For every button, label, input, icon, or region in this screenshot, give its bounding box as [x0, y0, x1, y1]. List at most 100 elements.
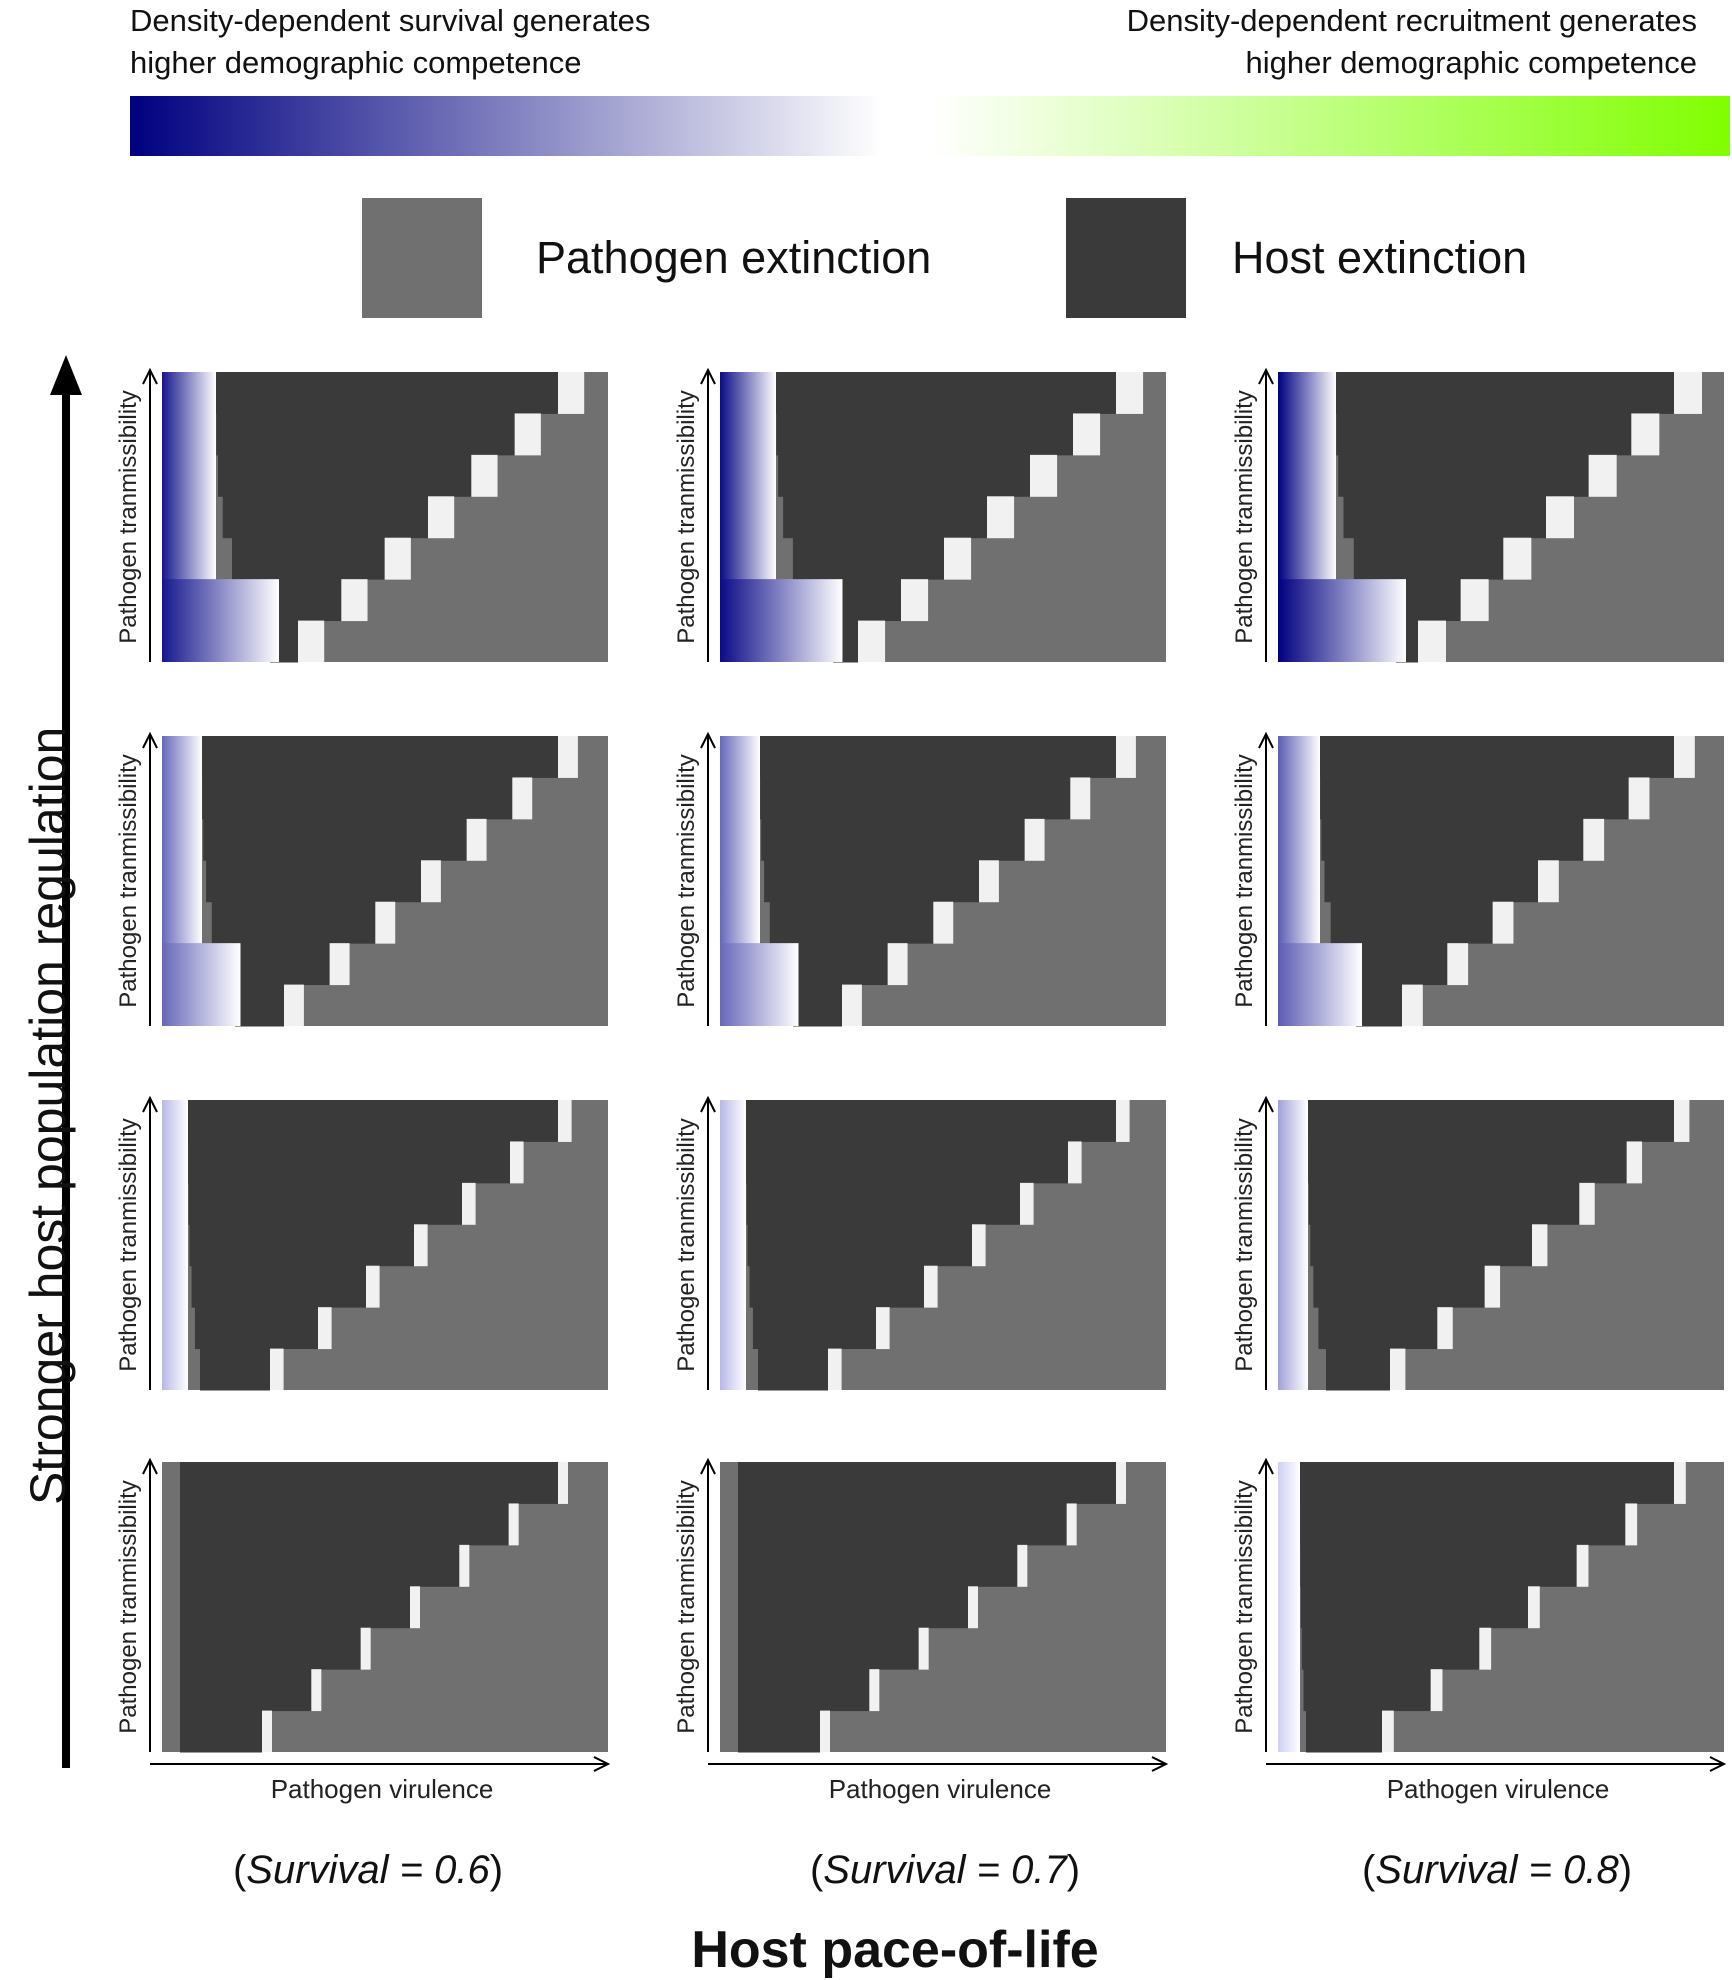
y-axis-arrowhead	[142, 1095, 158, 1113]
transition-cell	[828, 1348, 842, 1391]
transition-cell	[1024, 818, 1045, 861]
transition-cell	[1382, 1710, 1394, 1753]
legend-label-host-extinction: Host extinction	[1232, 232, 1528, 283]
host-extinction-cell	[180, 1503, 509, 1546]
transition-cell	[558, 736, 578, 778]
panel-r1-c2: Pathogen tranmissibility	[1231, 731, 1724, 1027]
host-extinction-cell	[760, 736, 1116, 778]
transition-cell	[558, 1462, 568, 1504]
panel-r3-c2: Pathogen tranmissibility Pathogen virulen…	[1231, 1457, 1727, 1804]
host-extinction-cell	[1308, 1182, 1580, 1225]
panel-r3-c1: Pathogen tranmissibility Pathogen virulen…	[673, 1457, 1169, 1804]
panel-y-label: Pathogen tranmissibility	[673, 390, 700, 643]
host-extinction-cell	[216, 413, 515, 456]
transition-cell	[842, 984, 862, 1027]
transition-cell	[1116, 1462, 1126, 1504]
colorbar-left-caption: Density-dependent survival generates hig…	[130, 0, 650, 84]
transition-cell	[1626, 1141, 1643, 1184]
host-extinction-cell	[746, 1141, 1068, 1184]
transition-cell	[1437, 1307, 1453, 1350]
transition-cell	[414, 1224, 428, 1267]
colorbar-right-line2: higher demographic competence	[1245, 45, 1698, 80]
host-extinction-cell	[200, 1348, 270, 1391]
transition-cell	[1116, 372, 1144, 414]
host-extinction-cell	[769, 901, 934, 944]
host-extinction-cell	[738, 1669, 870, 1712]
competence-band-bottom	[720, 579, 843, 662]
transition-cell	[1528, 1586, 1540, 1629]
transition-cell	[384, 537, 411, 580]
host-extinction-cell	[738, 1627, 919, 1670]
transition-cell	[459, 1544, 470, 1587]
panel-x-label: Pathogen virulence	[829, 1774, 1052, 1804]
legend-swatch-host-extinction	[1066, 198, 1186, 318]
transition-cell	[428, 496, 455, 539]
transition-cell	[1576, 1544, 1589, 1587]
transition-cell	[1479, 1627, 1492, 1670]
transition-cell	[1418, 620, 1446, 663]
x-axis-title: Host pace-of-life	[691, 1921, 1099, 1979]
transition-cell	[262, 1710, 272, 1753]
legend-label-pathogen-extinction: Pathogen extinction	[536, 232, 932, 283]
transition-cell	[1625, 1503, 1638, 1546]
panel-y-label: Pathogen tranmissibility	[115, 390, 142, 643]
transition-cell	[1484, 1265, 1501, 1308]
transition-cell	[1390, 1348, 1406, 1391]
transition-cell	[1430, 1669, 1443, 1712]
transition-cell	[462, 1182, 476, 1225]
transition-cell	[366, 1265, 380, 1308]
colorbar-right-caption: Density-dependent recruitment generates …	[1127, 0, 1697, 84]
host-extinction-cell	[1300, 1462, 1674, 1504]
y-axis-arrowhead	[1258, 731, 1274, 749]
transition-cell	[558, 1100, 572, 1142]
y-axis-arrowhead	[142, 1457, 158, 1475]
host-extinction-cell	[1336, 372, 1674, 414]
transition-cell	[869, 1669, 880, 1712]
host-extinction-cell	[776, 413, 1073, 456]
host-extinction-cell	[188, 1182, 462, 1225]
host-extinction-cell	[738, 1586, 968, 1629]
host-extinction-cell	[1326, 1348, 1390, 1391]
panel-y-label: Pathogen tranmissibility	[1231, 1118, 1258, 1371]
transition-cell	[514, 413, 541, 456]
host-extinction-cell	[188, 1100, 558, 1142]
panel-r1-c0: Pathogen tranmissibility	[115, 731, 608, 1027]
transition-cell	[1070, 777, 1091, 820]
host-extinction-cell	[1310, 1224, 1532, 1267]
panel-r1-c1: Pathogen tranmissibility	[673, 731, 1166, 1027]
colorbar	[130, 96, 1730, 156]
host-extinction-cell	[1300, 1503, 1626, 1546]
competence-band	[1278, 1100, 1308, 1390]
host-extinction-cell	[792, 537, 944, 580]
transition-cell	[1503, 537, 1532, 580]
host-extinction-cell	[1308, 1141, 1627, 1184]
transition-cell	[820, 1710, 830, 1753]
host-extinction-cell	[191, 1265, 366, 1308]
competence-band-bottom	[162, 579, 279, 662]
transition-cell	[508, 1503, 519, 1546]
column-caption-1: (Survival = 0.7)	[809, 1848, 1081, 1892]
host-extinction-cell	[232, 537, 385, 580]
panel-y-label: Pathogen tranmissibility	[673, 1480, 700, 1733]
y-axis-arrowhead	[700, 731, 716, 749]
host-extinction-cell	[1353, 537, 1504, 580]
host-extinction-cell	[738, 1462, 1116, 1504]
competence-band-bottom	[162, 943, 241, 1026]
host-extinction-cell	[1356, 984, 1402, 1027]
transition-cell	[1020, 1182, 1034, 1225]
x-axis-arrowhead	[1151, 1756, 1169, 1772]
transition-cell	[1068, 1141, 1082, 1184]
competence-band-bottom	[720, 943, 799, 1026]
regulation-arrow	[50, 355, 82, 1768]
panel-y-label: Pathogen tranmissibility	[1231, 390, 1258, 643]
transition-cell	[1402, 984, 1423, 1027]
transition-cell	[1538, 860, 1559, 903]
colorbar-left-line2: higher demographic competence	[130, 45, 582, 80]
transition-cell	[1460, 579, 1489, 622]
transition-cell	[924, 1265, 938, 1308]
host-extinction-cell	[1338, 454, 1589, 497]
panel-x-label: Pathogen virulence	[1387, 1774, 1610, 1804]
host-extinction-cell	[747, 1224, 972, 1267]
legend-swatch-pathogen-extinction	[362, 198, 482, 318]
colorbar-right-line1: Density-dependent recruitment generates	[1126, 3, 1697, 38]
